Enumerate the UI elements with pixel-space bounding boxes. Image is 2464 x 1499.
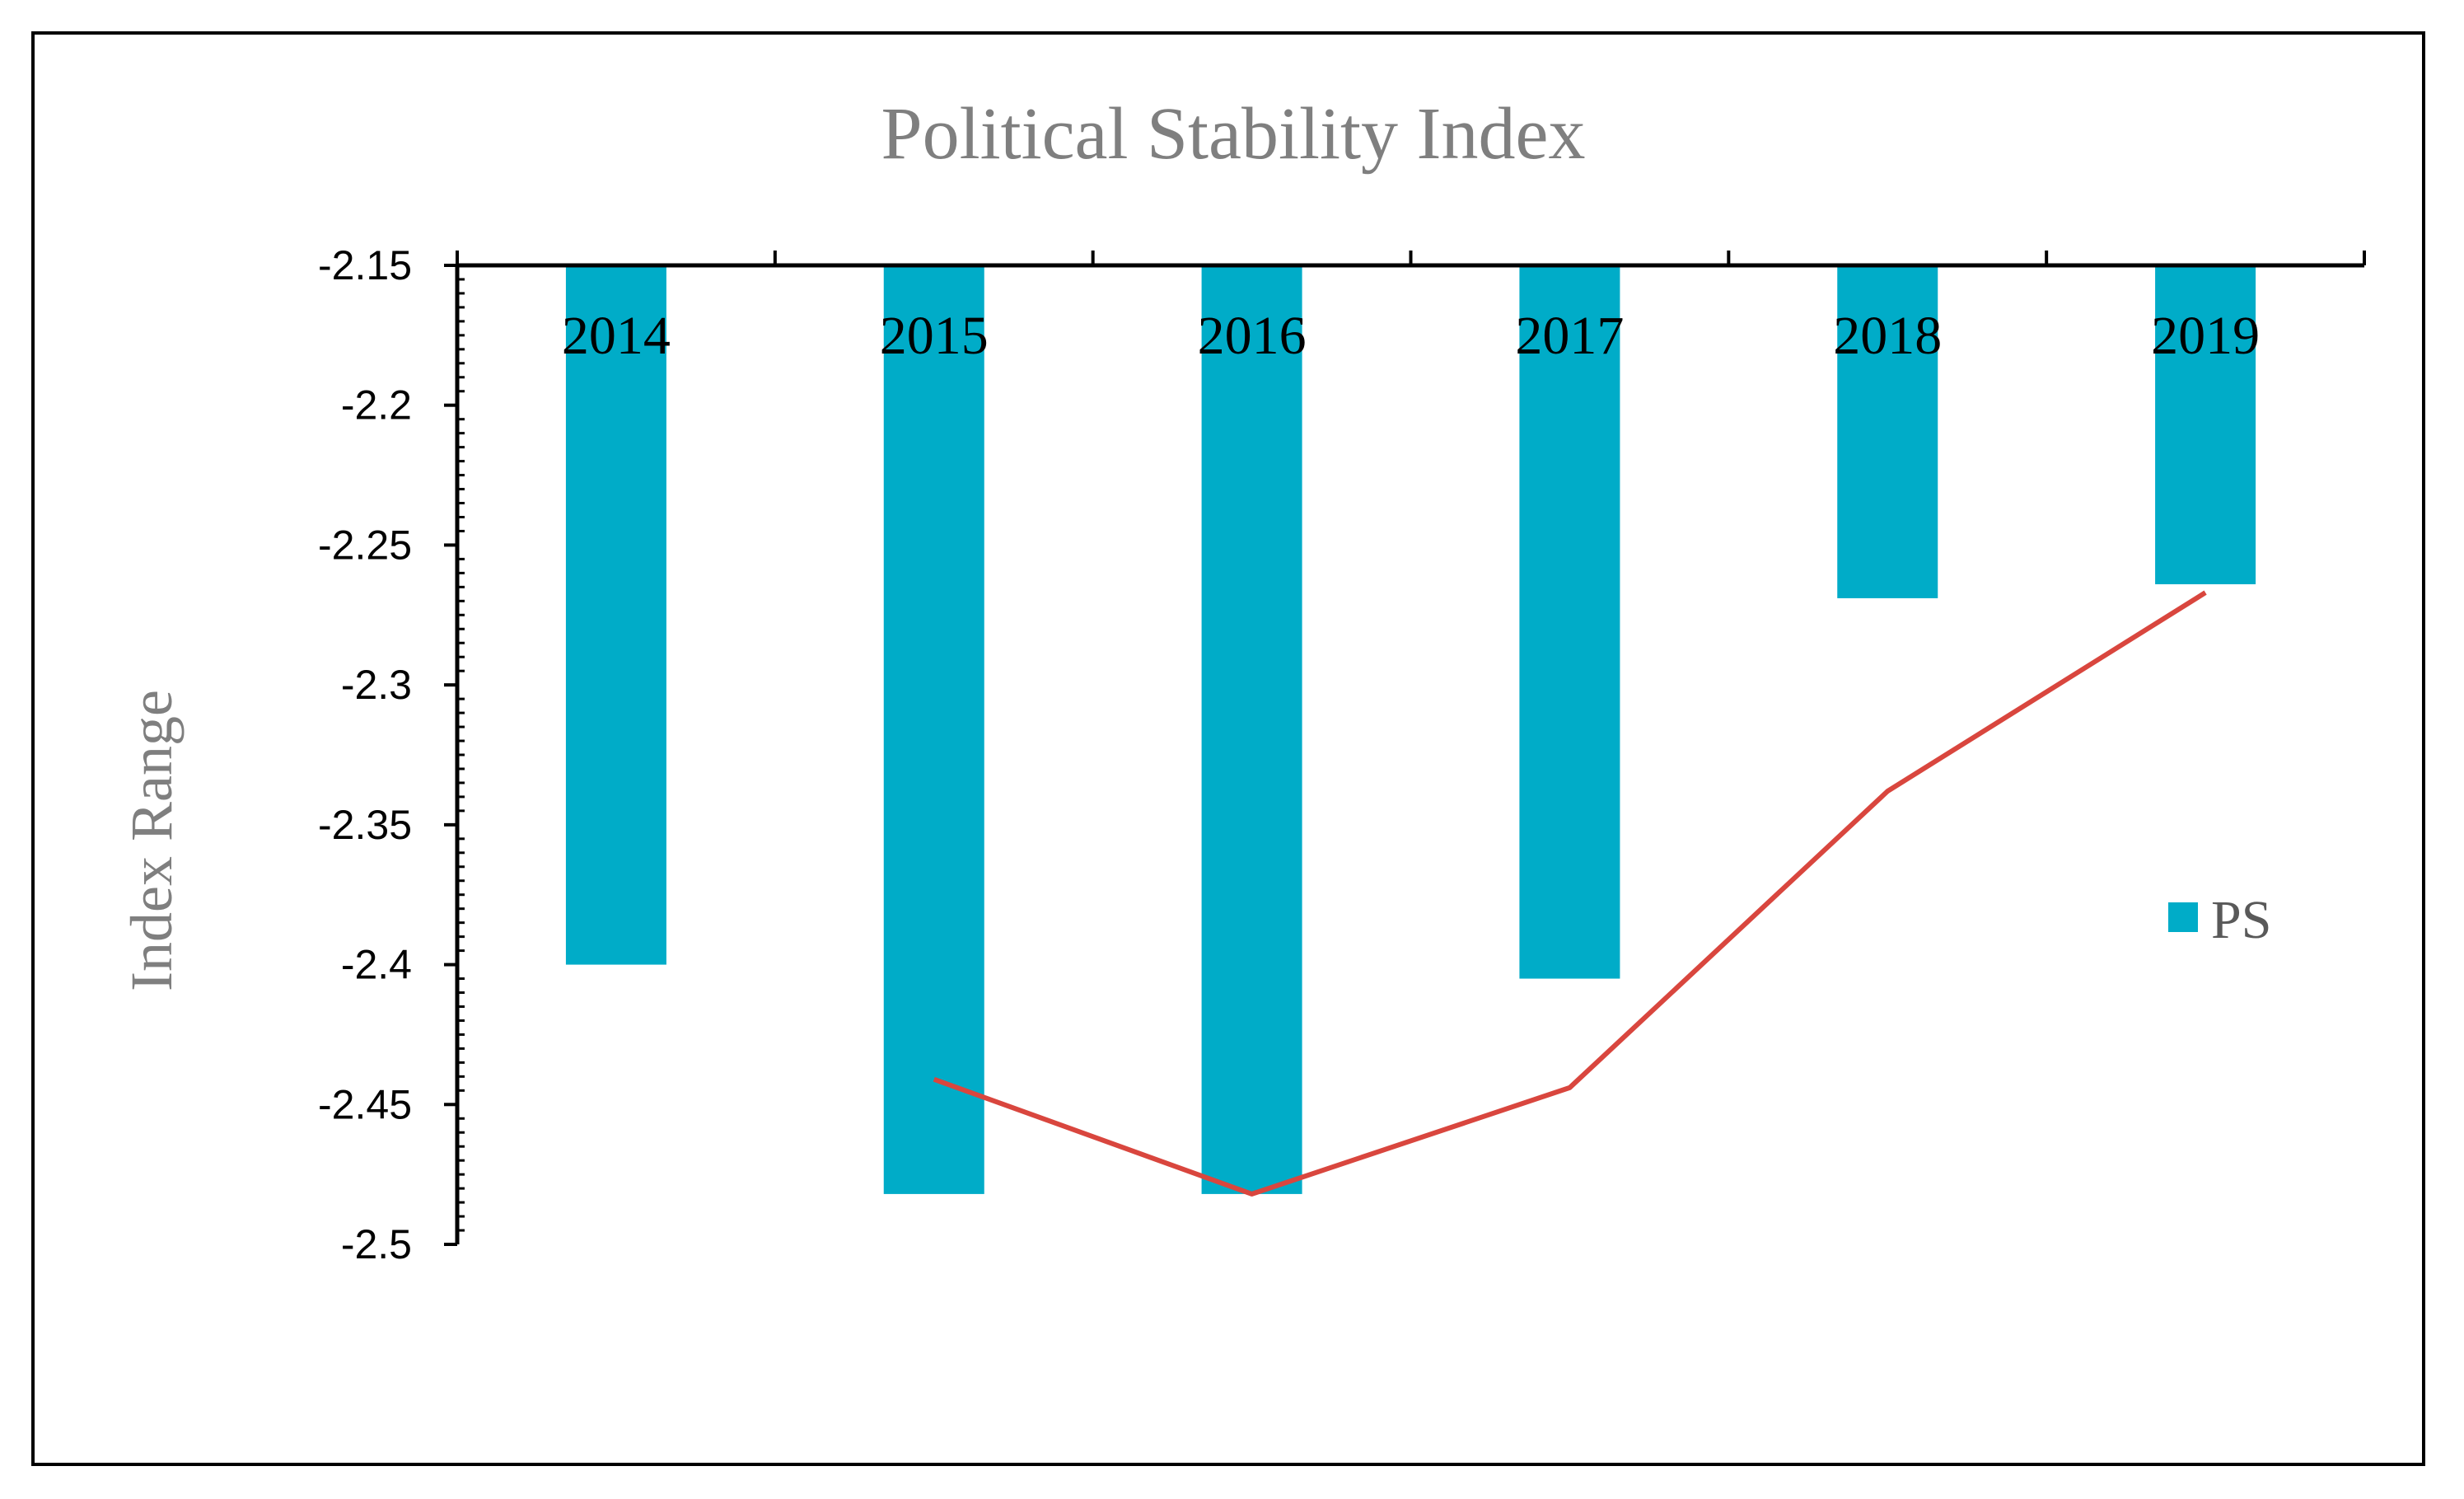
y-tick-labels: -2.15 -2.2 -2.25 -2.3 -2.35 -2.4 -2.45 -2.5 <box>318 242 412 1267</box>
y-tick-label: -2.35 <box>318 802 412 848</box>
y-tick-label: -2.45 <box>318 1081 412 1127</box>
bar-2014 <box>565 265 666 965</box>
x-tick-label-2015: 2015 <box>880 306 989 366</box>
y-tick-label: -2.5 <box>341 1221 412 1267</box>
x-tick-label-2016: 2016 <box>1198 306 1307 366</box>
chart-title: Political Stability Index <box>881 93 1586 175</box>
bar-2017 <box>1519 265 1620 979</box>
bar-2016 <box>1201 265 1302 1194</box>
x-tick-label-2014: 2014 <box>562 306 671 366</box>
legend: PS <box>2168 890 2271 950</box>
y-axis-label: Index Range <box>119 690 185 991</box>
x-tick-label-2018: 2018 <box>1833 306 1942 366</box>
legend-swatch-ps <box>2168 902 2198 932</box>
trend-line <box>933 590 2207 1197</box>
legend-label-ps: PS <box>2211 890 2271 950</box>
y-tick-label: -2.25 <box>318 522 412 568</box>
y-tick-label: -2.3 <box>341 662 412 708</box>
bar-2019 <box>2155 265 2256 584</box>
axes <box>444 251 2366 1246</box>
bar-2018 <box>1837 265 1938 598</box>
y-tick-label: -2.2 <box>341 382 412 429</box>
x-tick-label-2017: 2017 <box>1515 306 1624 366</box>
y-tick-label: -2.4 <box>341 942 412 988</box>
y-tick-label: -2.15 <box>318 242 412 288</box>
bar-series <box>565 265 2256 1194</box>
x-tick-label-2019: 2019 <box>2151 306 2260 366</box>
x-tick-labels: 2014 2015 2016 2017 2018 2019 <box>562 306 2260 366</box>
bar-2015 <box>883 265 984 1194</box>
